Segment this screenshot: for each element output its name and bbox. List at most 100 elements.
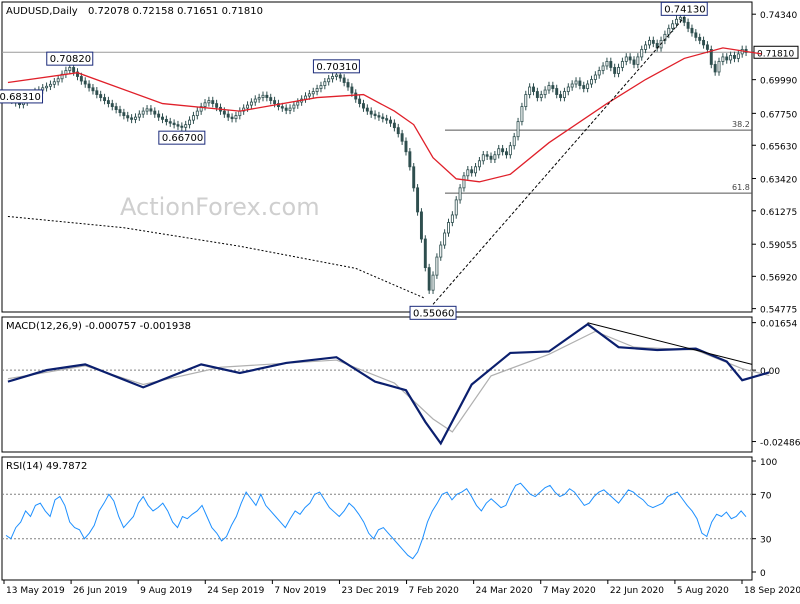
price-y-tick-label: 0.61275 [760, 208, 797, 218]
candle-body [338, 74, 342, 79]
rsi-y-tick-label: 0 [760, 569, 766, 579]
candle-body [736, 53, 740, 59]
price-y-tick-label: 0.65630 [760, 142, 797, 152]
candle-body [447, 222, 450, 234]
candle-body [327, 78, 331, 83]
candle-body [83, 80, 87, 85]
rsi-frame [1, 456, 753, 581]
x-axis-tick-label: 24 Mar 2020 [476, 586, 533, 596]
candle-body [454, 199, 458, 216]
candle-body [118, 109, 122, 114]
candle-body [60, 73, 64, 80]
price-y-tick-label: 0.69990 [760, 77, 797, 87]
candle-body [207, 100, 211, 104]
candle-body [350, 86, 354, 94]
candle-body [555, 88, 559, 95]
candle-body [462, 175, 466, 189]
price-panel-title: AUDUSD,Daily [6, 6, 78, 17]
candle-body [597, 70, 601, 76]
price-annotation-label: 0.55060 [413, 308, 454, 319]
candle-body [617, 67, 620, 74]
candle-body [307, 93, 311, 97]
candle-body [342, 77, 346, 83]
macd-frame [1, 316, 753, 453]
x-axis-tick-label: 7 Feb 2020 [409, 586, 460, 596]
candle-body [416, 187, 420, 213]
candle-body [431, 274, 435, 291]
candle-body [647, 39, 651, 46]
candle-body [601, 65, 605, 71]
candle-body [539, 94, 543, 98]
candle-body [609, 61, 613, 68]
candle-body [505, 151, 508, 156]
price-annotation-label: 0.70310 [316, 62, 357, 73]
candle-body [640, 49, 644, 58]
candle-body [547, 85, 551, 91]
candle-body [392, 122, 396, 129]
candle-body [733, 55, 736, 59]
candle-body [130, 117, 134, 120]
x-axis-tick-label: 26 Jun 2019 [73, 586, 127, 596]
candle-body [91, 87, 95, 92]
price-annotation-box [409, 305, 457, 320]
candle-body [543, 89, 547, 95]
candle-body [114, 106, 118, 110]
candle-body [230, 116, 234, 120]
candle-body [389, 119, 392, 124]
candle-body [729, 55, 733, 61]
candle-body [636, 56, 640, 65]
candle-body [362, 103, 365, 109]
candle-body [605, 61, 609, 67]
candle-body [273, 100, 277, 104]
candle-body [95, 90, 99, 95]
candle-body [396, 127, 400, 135]
candle-body [385, 118, 389, 121]
candle-body [412, 166, 416, 189]
rsi-panel-title: RSI(14) 49.7872 [6, 461, 87, 472]
candle-body [315, 88, 319, 92]
candle-body [593, 74, 597, 80]
candle-body [651, 39, 655, 44]
candle-body [52, 81, 56, 85]
candle-body [249, 101, 253, 106]
candle-body [632, 59, 636, 65]
candle-body [103, 97, 107, 101]
candle-body [358, 98, 362, 104]
macd-panel: 0.01654 0.00 -0.02486 [2, 320, 800, 449]
price-annotation-box [46, 51, 94, 66]
candle-body [678, 16, 682, 20]
candle-body [261, 94, 265, 98]
candle-body [582, 85, 586, 89]
price-annotation-label: 0.68310 [0, 92, 41, 103]
price-y-tick-label: 0.74340 [760, 11, 797, 21]
price-panel: 0.74340 0.71810 0.69990 0.67750 0.65630 0.634… [0, 1, 799, 320]
candle-body [253, 98, 257, 103]
price-ohlc-readout: 0.72078 0.72158 0.71651 0.71810 [88, 6, 263, 17]
candle-body [485, 154, 489, 157]
x-axis-tick-label: 22 Jun 2020 [610, 586, 664, 596]
rsi-y-tick-label: 30 [760, 536, 772, 546]
candle-body [265, 94, 269, 98]
candle-body [284, 107, 288, 111]
candle-body [671, 23, 675, 29]
candle-body [288, 107, 292, 111]
candle-body [79, 76, 83, 82]
candle-body [501, 148, 505, 153]
candle-body [381, 116, 385, 120]
rsi-panel: 100 70 30 0 [2, 458, 777, 579]
candle-body [686, 21, 690, 29]
candle-body [562, 91, 566, 98]
x-axis-tick-label: 24 Sep 2019 [207, 586, 264, 596]
candle-body [373, 113, 377, 117]
fib-level-label: 61.8 [732, 183, 750, 192]
candle-body [477, 160, 481, 168]
candle-body [137, 113, 141, 118]
candle-body [257, 97, 261, 100]
candle-body [87, 83, 91, 89]
price-y-tick-label: 0.56920 [760, 273, 797, 283]
candle-body [161, 116, 164, 120]
candle-body [110, 103, 114, 107]
candle-body [280, 106, 284, 109]
candle-body [164, 118, 168, 123]
candle-body [721, 56, 725, 62]
